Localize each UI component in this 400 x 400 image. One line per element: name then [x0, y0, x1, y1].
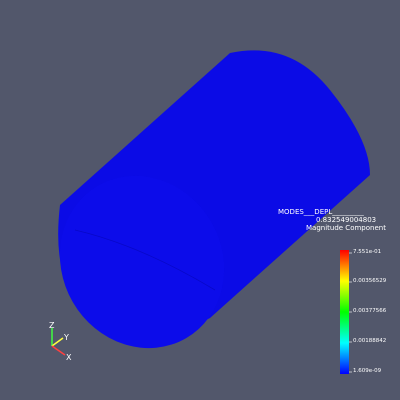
scalar-bar-title-line-1: MODES___DEPL_________ [278, 208, 364, 216]
x-axis-line [51, 345, 66, 356]
y-axis-label: Y [63, 333, 69, 342]
z-axis-label: Z [49, 321, 55, 330]
cylinder-front-cap [59, 175, 225, 349]
scalar-bar-tick-label: 0.00356529 [353, 278, 387, 284]
scalar-bar-tick-label: 0.00377566 [353, 308, 387, 314]
cylinder-mesh[interactable] [29, 50, 370, 378]
scalar-bar-tick-label: 1.609e-09 [353, 368, 382, 374]
x-axis-label: X [66, 353, 72, 362]
cylinder-cap-seam [74, 229, 216, 291]
scalar-bar-tick-label: 0.00188842 [353, 338, 387, 344]
y-axis-line [51, 337, 64, 347]
scalar-bar-tick-label: 7.551e-01 [353, 249, 382, 255]
orientation-axes-widget: Z Y X [49, 321, 72, 362]
scalar-bar-colormap [340, 250, 349, 374]
scalar-bar-title-line-2: 0.832549004803 [316, 216, 377, 224]
scalar-bar-title-line-3: Magnitude Component [306, 224, 386, 232]
